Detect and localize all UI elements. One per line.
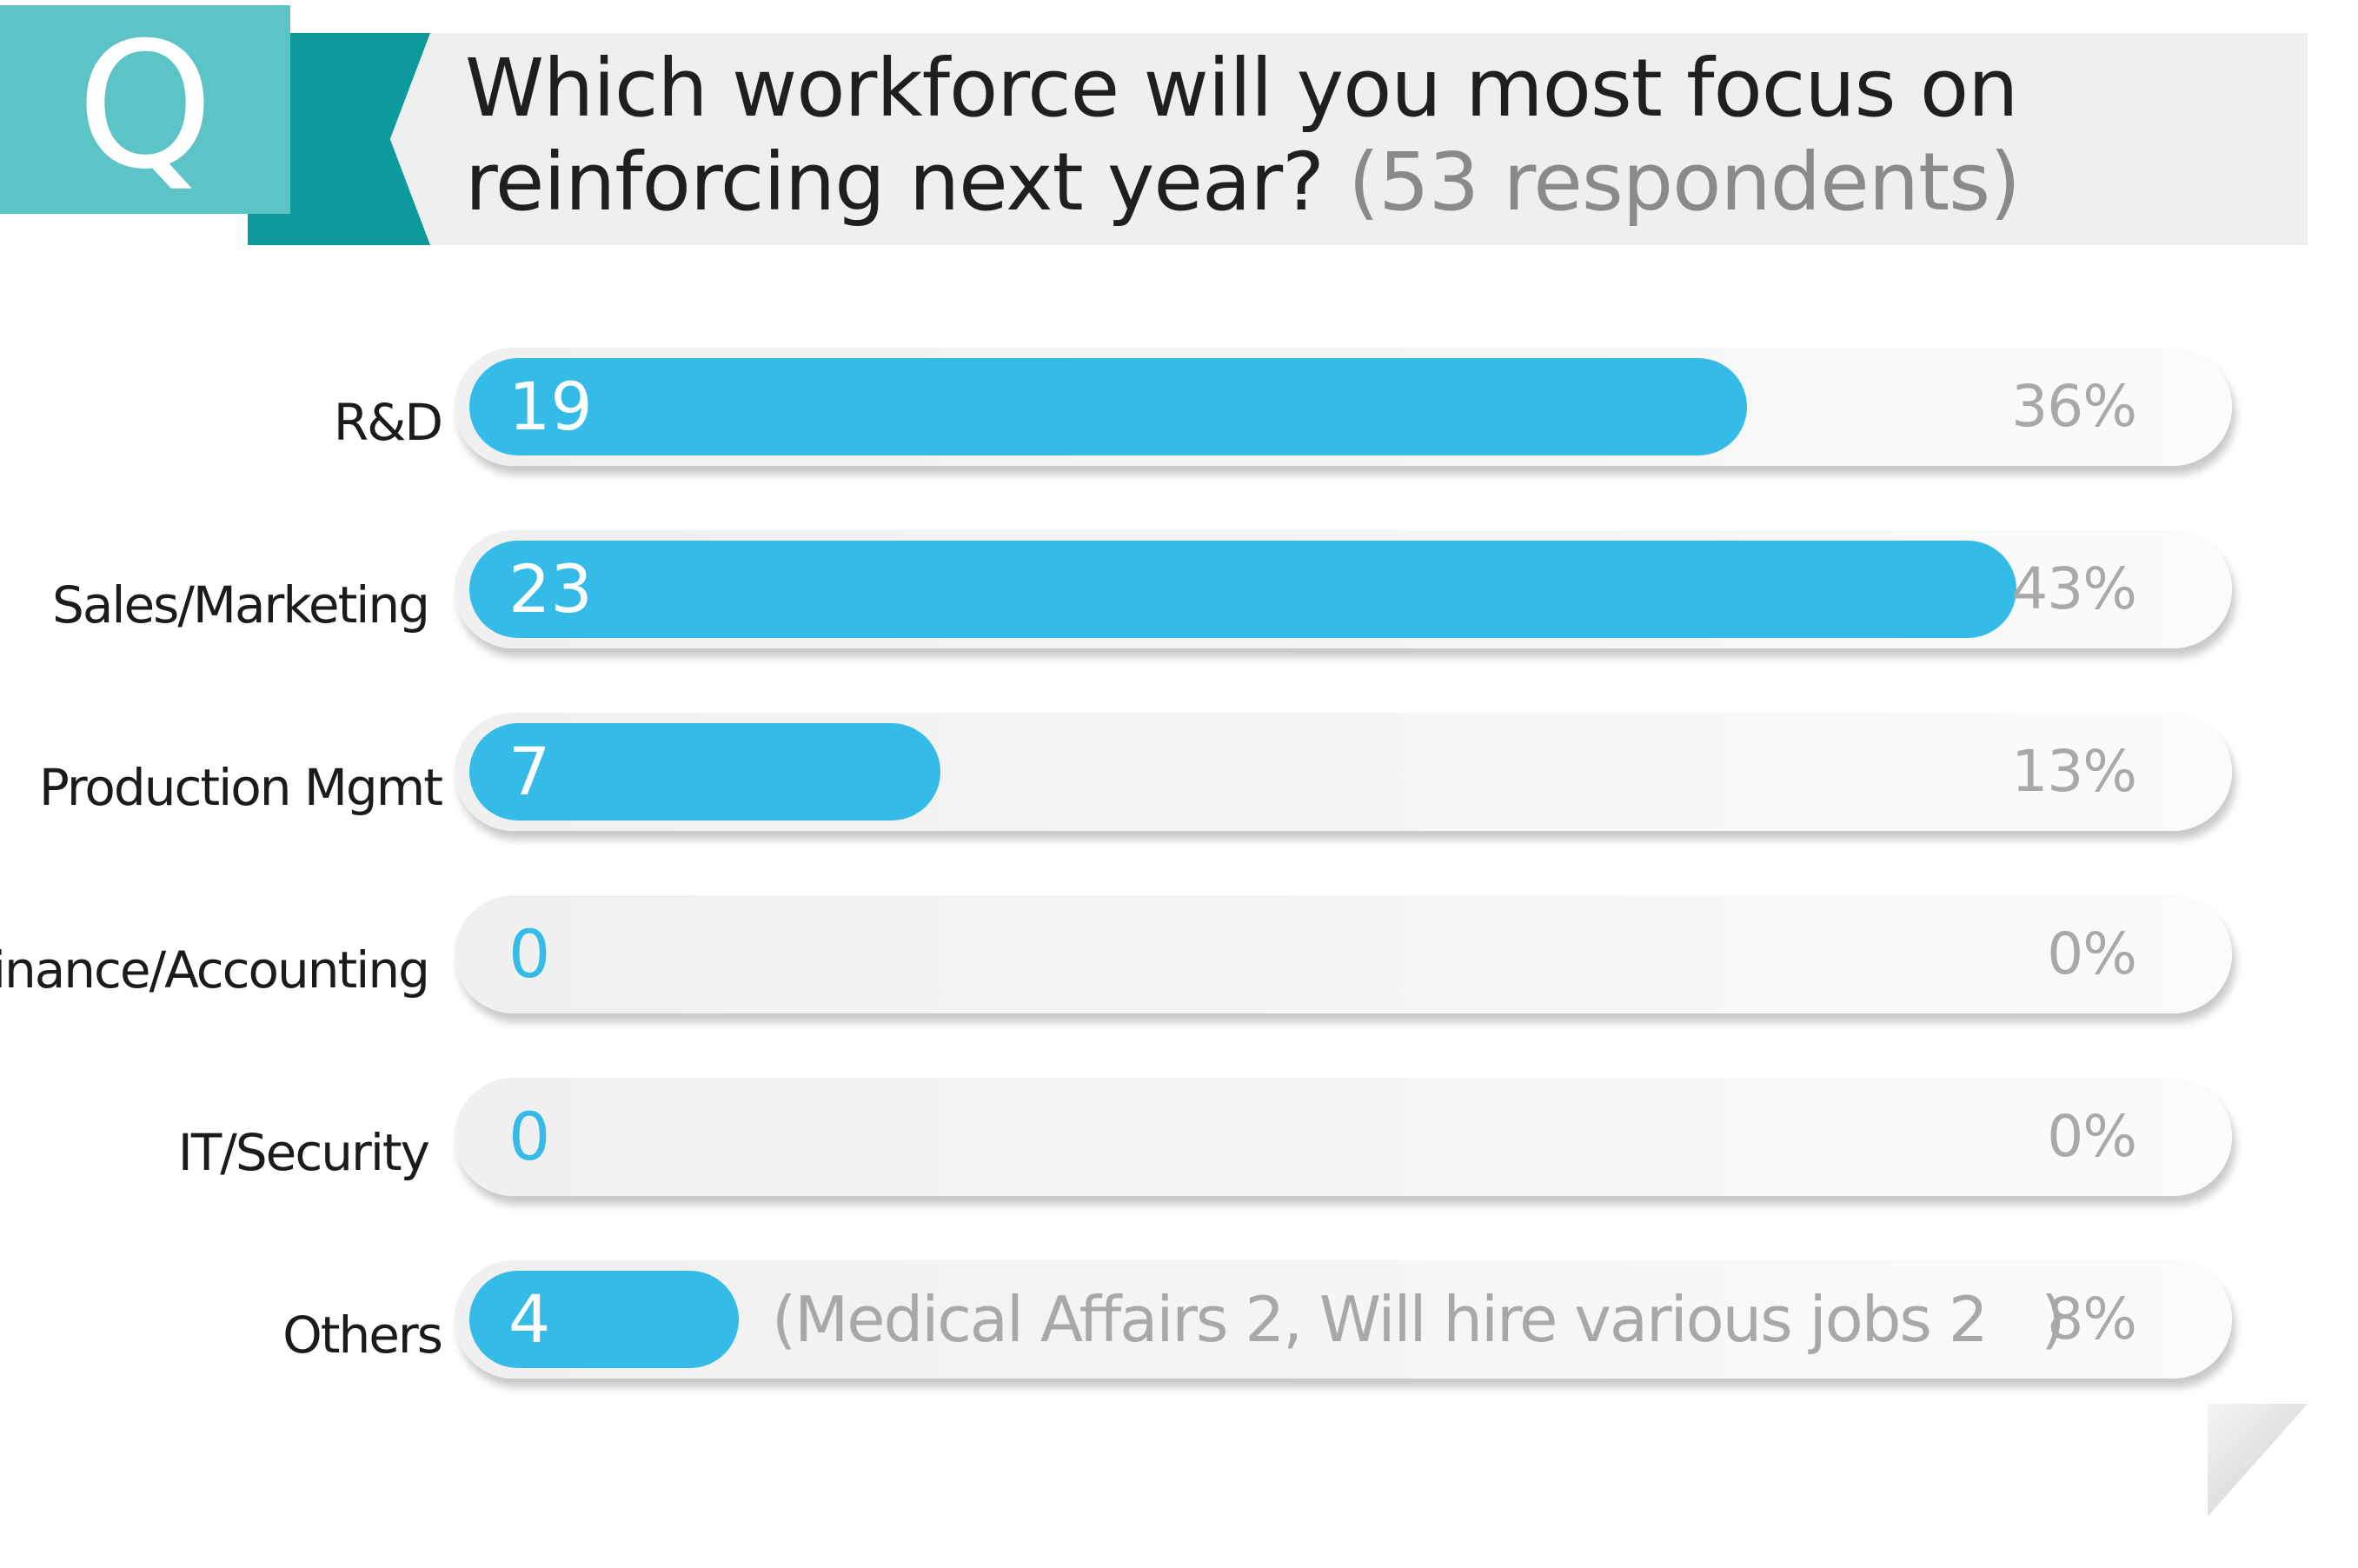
others-annotation: (Medical Affairs 2, Will hire various jo… — [772, 1283, 2065, 1356]
bar-track — [455, 1078, 2232, 1196]
header-band — [248, 33, 2308, 245]
bar-value-label: 19 — [508, 368, 593, 445]
title-line-2-text: reinforcing next year? — [465, 136, 1325, 229]
q-letter: Q — [76, 5, 214, 208]
category-label: Finance/Accounting — [0, 940, 430, 1000]
question-title: Which workforce will you most focus on r… — [465, 42, 2247, 229]
page-fold — [2208, 1404, 2308, 1517]
category-label: Sales/Marketing — [52, 575, 430, 635]
category-label: R&D — [333, 393, 443, 452]
bar-value-label: 0 — [508, 1098, 551, 1175]
respondent-count: (53 respondents) — [1348, 136, 2021, 229]
category-label: Production Mgmt — [38, 758, 443, 817]
bar-track — [455, 1260, 2232, 1379]
bar — [469, 1271, 739, 1368]
bar — [469, 541, 2016, 638]
bar-track — [455, 895, 2232, 1013]
q-badge: Q — [0, 5, 290, 214]
category-label: Others — [282, 1306, 443, 1365]
percent-label: 0% — [2047, 1103, 2137, 1170]
bar-value-label: 0 — [508, 915, 551, 993]
percent-label: 8% — [2047, 1286, 2137, 1352]
bar — [469, 358, 1748, 455]
title-line-1: Which workforce will you most focus on — [465, 42, 2018, 135]
bar-value-label: 23 — [508, 550, 593, 628]
title-line-2: reinforcing next year? (53 respondents) — [465, 136, 2247, 229]
percent-label: 13% — [2011, 738, 2137, 805]
bar — [469, 723, 940, 821]
bar-value-label: 7 — [508, 733, 551, 810]
percent-label: 43% — [2011, 555, 2137, 622]
percent-label: 36% — [2011, 373, 2137, 440]
percent-label: 0% — [2047, 920, 2137, 987]
category-label: IT/Security — [177, 1123, 430, 1182]
bar-value-label: 4 — [508, 1280, 551, 1358]
